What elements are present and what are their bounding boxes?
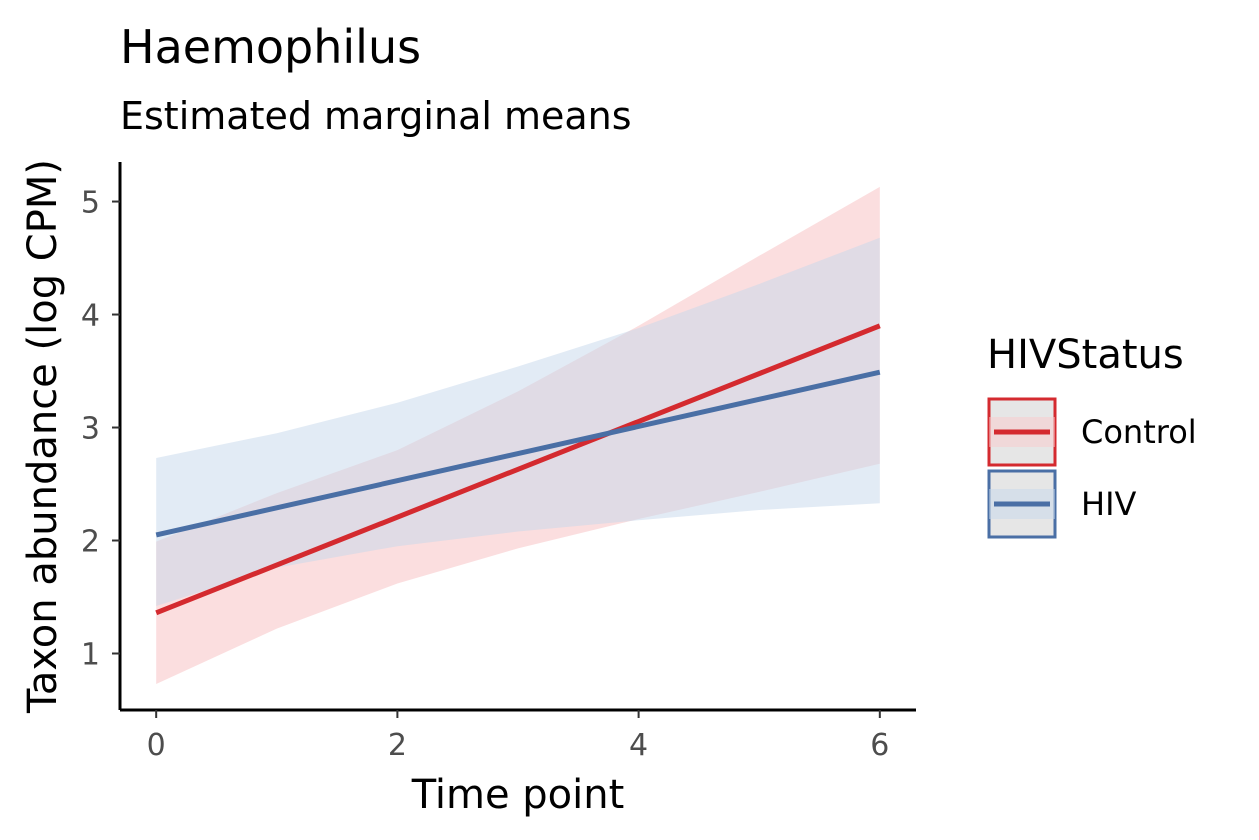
- y-tick-label: 2: [81, 525, 100, 560]
- legend-label-control: Control: [1081, 413, 1197, 451]
- y-axis-ticks: 1 2 3 4 5: [81, 186, 120, 673]
- x-tick-label: 4: [629, 728, 648, 763]
- y-tick-label: 3: [81, 412, 100, 447]
- series-lines: [155, 323, 881, 616]
- x-tick-label: 2: [388, 728, 407, 763]
- y-tick-label: 4: [81, 299, 100, 334]
- x-tick-label: 0: [147, 728, 166, 763]
- legend: HIVStatus Control HIV: [987, 332, 1197, 539]
- confidence-bands: [156, 186, 880, 684]
- series-line-control: [155, 323, 881, 616]
- x-axis-ticks: 0 2 4 6: [147, 710, 889, 763]
- x-axis-title: Time point: [411, 772, 625, 818]
- legend-title: HIVStatus: [987, 332, 1184, 378]
- y-tick-label: 1: [81, 638, 100, 673]
- confidence-band-hiv: [156, 237, 880, 606]
- x-tick-label: 6: [870, 728, 889, 763]
- legend-label-hiv: HIV: [1081, 485, 1137, 523]
- chart-title: Haemophilus: [120, 20, 421, 74]
- y-tick-label: 5: [81, 186, 100, 221]
- chart-subtitle: Estimated marginal means: [120, 94, 632, 138]
- y-axis-title: Taxon abundance (log CPM): [20, 159, 66, 714]
- series-line-hiv: [155, 369, 881, 538]
